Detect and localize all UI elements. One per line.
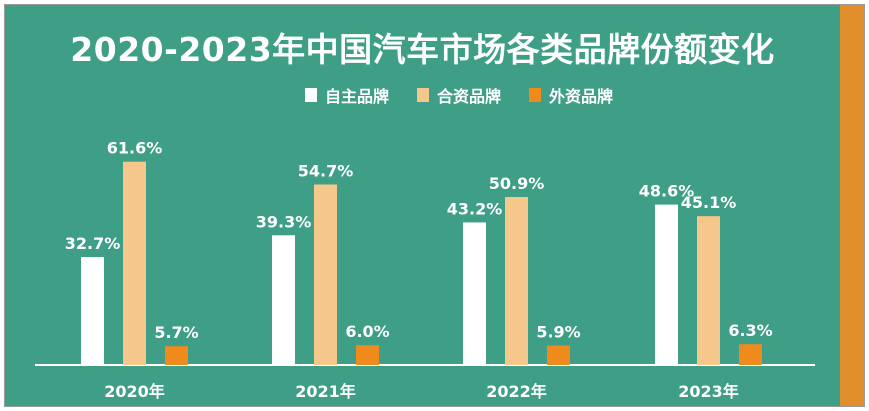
- bar-joint-venture-1: [314, 184, 337, 365]
- bar-joint-venture-0: [123, 161, 146, 365]
- data-label-foreign-0: 5.7%: [154, 323, 198, 342]
- data-label-domestic-0: 32.7%: [65, 234, 121, 253]
- chart-legend: 自主品牌 合资品牌 外资品牌: [305, 83, 613, 107]
- legend-label-foreign: 外资品牌: [549, 87, 614, 106]
- data-label-foreign-3: 6.3%: [728, 321, 772, 340]
- legend-label-domestic: 自主品牌: [325, 87, 390, 106]
- legend-item-domestic: 自主品牌: [305, 83, 389, 107]
- bar-foreign-1: [356, 345, 379, 365]
- x-tick-label-2: 2022年: [486, 382, 547, 401]
- legend-item-foreign: 外资品牌: [529, 83, 613, 107]
- data-label-joint-venture-0: 61.6%: [107, 139, 163, 158]
- x-tick-label-3: 2023年: [678, 382, 739, 401]
- bar-domestic-0: [81, 257, 104, 365]
- x-tick-label-1: 2021年: [295, 382, 356, 401]
- data-label-foreign-2: 5.9%: [536, 323, 580, 342]
- bar-joint-venture-2: [505, 197, 528, 365]
- data-label-domestic-3: 48.6%: [639, 182, 695, 201]
- data-label-joint-venture-2: 50.9%: [489, 174, 545, 193]
- legend-swatch-joint-venture: [417, 88, 430, 102]
- bar-joint-venture-3: [697, 216, 720, 365]
- accent-strip: [840, 5, 864, 406]
- data-label-joint-venture-1: 54.7%: [298, 161, 354, 180]
- legend-swatch-domestic: [305, 88, 317, 102]
- data-label-domestic-2: 43.2%: [447, 199, 503, 218]
- bar-domestic-2: [463, 222, 486, 365]
- bar-domestic-3: [655, 204, 678, 365]
- data-label-joint-venture-3: 45.1%: [681, 193, 737, 212]
- legend-label-joint-venture: 合资品牌: [437, 87, 502, 106]
- data-label-foreign-1: 6.0%: [345, 322, 389, 341]
- chart-panel: 2020-2023年中国汽车市场各类品牌份额变化 自主品牌 合资品牌 外资品牌 …: [5, 5, 840, 406]
- bar-foreign-2: [547, 345, 570, 365]
- bar-foreign-3: [739, 344, 762, 365]
- x-tick-label-0: 2020年: [104, 382, 165, 401]
- bar-domestic-1: [272, 235, 295, 365]
- data-label-domestic-1: 39.3%: [256, 212, 312, 231]
- chart-frame: 2020-2023年中国汽车市场各类品牌份额变化 自主品牌 合资品牌 外资品牌 …: [4, 4, 865, 407]
- bar-chart: 32.7% 61.6% 5.7% 2020年 39.3% 54.7% 6.0% 2021年 43…: [35, 139, 815, 401]
- legend-swatch-foreign: [529, 88, 542, 102]
- legend-item-joint-venture: 合资品牌: [417, 83, 501, 107]
- chart-title: 2020-2023年中国汽车市场各类品牌份额变化: [70, 30, 775, 69]
- bar-foreign-0: [165, 346, 188, 365]
